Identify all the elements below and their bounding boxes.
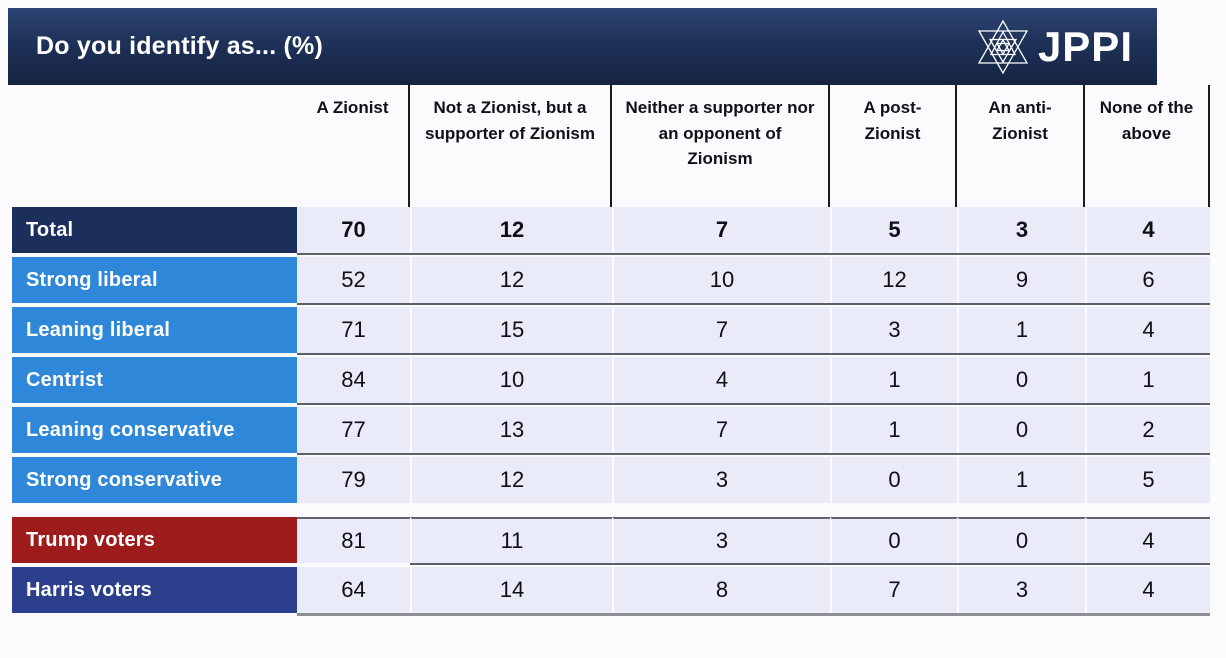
column-header: None of the above xyxy=(1085,85,1210,207)
table-row: Strong liberal 52 12 10 12 9 6 xyxy=(12,257,1210,303)
value-cell: 5 xyxy=(1085,457,1210,503)
value-cell: 3 xyxy=(957,567,1085,613)
value-cell: 70 xyxy=(297,207,410,253)
row-group-2024-vote: Trump voters 81 11 3 0 0 4 Harris voters 64 14… xyxy=(12,517,1210,613)
value-cell: 71 xyxy=(297,307,410,353)
value-cell: 6 xyxy=(1085,257,1210,303)
value-cell: 0 xyxy=(830,517,957,563)
survey-table: A Zionist Not a Zionist, but a supporter … xyxy=(12,85,1210,613)
value-cell: 1 xyxy=(830,357,957,403)
table-row: Harris voters 64 14 8 7 3 4 xyxy=(12,567,1210,613)
value-cell: 0 xyxy=(957,407,1085,453)
value-cell: 4 xyxy=(612,357,830,403)
title-banner: Do you identify as... (%) JPPI xyxy=(8,8,1157,85)
value-cell: 0 xyxy=(957,357,1085,403)
logo-text: JPPI xyxy=(1037,22,1133,70)
row-label-cell: Total xyxy=(12,207,297,253)
column-header: A Zionist xyxy=(297,85,410,207)
value-cell: 4 xyxy=(1085,567,1210,613)
value-cell: 7 xyxy=(612,307,830,353)
table-body: Total 70 12 7 5 3 4 Strong liberal 52 12 10 12 9 6… xyxy=(12,207,1210,613)
value-cell: 10 xyxy=(410,357,612,403)
value-cell: 84 xyxy=(297,357,410,403)
row-label-cell: Strong liberal xyxy=(12,257,297,303)
row-group-political-ideology: Total 70 12 7 5 3 4 Strong liberal 52 12 10 12 9 6… xyxy=(12,207,1210,503)
value-cell: 12 xyxy=(410,207,612,253)
value-cell: 12 xyxy=(410,257,612,303)
value-cell: 3 xyxy=(612,457,830,503)
value-cell: 1 xyxy=(1085,357,1210,403)
column-header: Neither a supporter nor an opponent of Z… xyxy=(612,85,830,207)
table-row: Leaning liberal 71 15 7 3 1 4 xyxy=(12,307,1210,353)
page-title: Do you identify as... (%) xyxy=(36,32,323,60)
table-row: Trump voters 81 11 3 0 0 4 xyxy=(12,517,1210,563)
row-label-cell: Harris voters xyxy=(12,567,297,613)
value-cell: 7 xyxy=(830,567,957,613)
value-cell: 77 xyxy=(297,407,410,453)
value-cell: 8 xyxy=(612,567,830,613)
value-cell: 12 xyxy=(830,257,957,303)
value-cell: 5 xyxy=(830,207,957,253)
row-label-cell: Leaning liberal xyxy=(12,307,297,353)
row-label-cell: Leaning conservative xyxy=(12,407,297,453)
value-cell: 3 xyxy=(612,517,830,563)
value-cell: 4 xyxy=(1085,517,1210,563)
value-cell: 3 xyxy=(957,207,1085,253)
table-row: Leaning conservative 77 13 7 1 0 2 xyxy=(12,407,1210,453)
column-header: An anti-Zionist xyxy=(957,85,1085,207)
header-spacer xyxy=(12,85,297,207)
value-cell: 64 xyxy=(297,567,410,613)
table-row: Centrist 84 10 4 1 0 1 xyxy=(12,357,1210,403)
value-cell: 81 xyxy=(297,517,410,563)
value-cell: 52 xyxy=(297,257,410,303)
value-cell: 3 xyxy=(830,307,957,353)
value-cell: 2 xyxy=(1085,407,1210,453)
column-header: A post-Zionist xyxy=(830,85,957,207)
value-cell: 15 xyxy=(410,307,612,353)
value-cell: 4 xyxy=(1085,207,1210,253)
value-cell: 10 xyxy=(612,257,830,303)
value-cell: 9 xyxy=(957,257,1085,303)
value-cell: 1 xyxy=(957,457,1085,503)
value-cell: 79 xyxy=(297,457,410,503)
jppi-logo: JPPI xyxy=(974,18,1133,76)
value-cell: 7 xyxy=(612,207,830,253)
value-cell: 11 xyxy=(410,517,612,563)
value-cell: 4 xyxy=(1085,307,1210,353)
row-label-cell: Trump voters xyxy=(12,517,297,563)
table-row: Strong conservative 79 12 3 0 1 5 xyxy=(12,457,1210,503)
row-label-cell: Centrist xyxy=(12,357,297,403)
value-cell: 12 xyxy=(410,457,612,503)
row-label-cell: Strong conservative xyxy=(12,457,297,503)
column-header: Not a Zionist, but a supporter of Zionis… xyxy=(410,85,612,207)
table-header-row: A Zionist Not a Zionist, but a supporter … xyxy=(12,85,1210,207)
value-cell: 7 xyxy=(612,407,830,453)
value-cell: 0 xyxy=(957,517,1085,563)
value-cell: 0 xyxy=(830,457,957,503)
value-cell: 1 xyxy=(957,307,1085,353)
value-cell: 1 xyxy=(830,407,957,453)
table-row: Total 70 12 7 5 3 4 xyxy=(12,207,1210,253)
value-cell: 14 xyxy=(410,567,612,613)
value-cell: 13 xyxy=(410,407,612,453)
star-of-david-icon xyxy=(974,18,1032,76)
